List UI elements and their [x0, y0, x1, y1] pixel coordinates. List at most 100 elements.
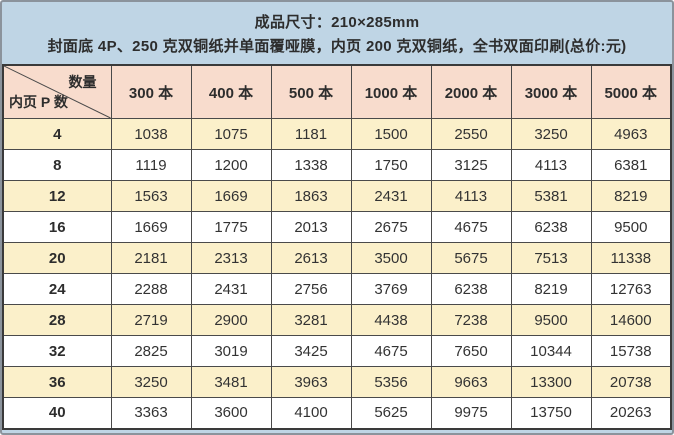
price-cell: 2675	[350, 211, 432, 243]
price-cell: 8219	[590, 180, 672, 212]
column-header-400: 400 本	[190, 64, 272, 119]
table-row: 28 2719 2900 3281 4438 7238 9500 14600	[2, 304, 672, 336]
price-cell: 6381	[590, 149, 672, 181]
price-cell: 14600	[590, 304, 672, 336]
price-cell: 2900	[190, 304, 272, 336]
price-cell: 3963	[270, 366, 352, 398]
price-cell: 7650	[430, 335, 512, 367]
column-header-3000: 3000 本	[510, 64, 592, 119]
pages-cell: 12	[2, 180, 112, 212]
price-cell: 3250	[110, 366, 192, 398]
price-cell: 4438	[350, 304, 432, 336]
price-cell: 1338	[270, 149, 352, 181]
price-cell: 1500	[350, 118, 432, 150]
price-cell: 2431	[190, 273, 272, 305]
price-cell: 4675	[430, 211, 512, 243]
price-cell: 1669	[110, 211, 192, 243]
price-cell: 3481	[190, 366, 272, 398]
price-cell: 9663	[430, 366, 512, 398]
table-row: 24 2288 2431 2756 3769 6238 8219 12763	[2, 273, 672, 305]
price-cell: 3769	[350, 273, 432, 305]
table-row: 36 3250 3481 3963 5356 9663 13300 20738	[2, 366, 672, 398]
column-header-300: 300 本	[110, 64, 192, 119]
price-cell: 3363	[110, 397, 192, 429]
price-cell: 9975	[430, 397, 512, 429]
price-cell: 1038	[110, 118, 192, 150]
price-cell: 11338	[590, 242, 672, 274]
price-cell: 13750	[510, 397, 592, 429]
column-header-1000: 1000 本	[350, 64, 432, 119]
pages-cell: 8	[2, 149, 112, 181]
pricing-table: 数量 内页 P 数 300 本 400 本 500 本 1000 本 2000 …	[2, 64, 672, 430]
price-cell: 2288	[110, 273, 192, 305]
price-cell: 9500	[590, 211, 672, 243]
price-cell: 7238	[430, 304, 512, 336]
corner-header-cell: 数量 内页 P 数	[2, 64, 112, 119]
price-cell: 3500	[350, 242, 432, 274]
pages-cell: 24	[2, 273, 112, 305]
price-cell: 2756	[270, 273, 352, 305]
price-cell: 2313	[190, 242, 272, 274]
pages-cell: 36	[2, 366, 112, 398]
table-row: 20 2181 2313 2613 3500 5675 7513 11338	[2, 242, 672, 274]
price-cell: 5381	[510, 180, 592, 212]
price-cell: 3600	[190, 397, 272, 429]
price-cell: 4675	[350, 335, 432, 367]
price-cell: 2825	[110, 335, 192, 367]
price-cell: 4100	[270, 397, 352, 429]
table-row: 12 1563 1669 1863 2431 4113 5381 8219	[2, 180, 672, 212]
price-cell: 1863	[270, 180, 352, 212]
price-cell: 2013	[270, 211, 352, 243]
price-cell: 2550	[430, 118, 512, 150]
price-cell: 1669	[190, 180, 272, 212]
price-cell: 15738	[590, 335, 672, 367]
spec-note: 成品尺寸：210×285mm 封面底 4P、250 克双铜纸并单面覆哑膜，内页 …	[2, 2, 672, 64]
price-cell: 3250	[510, 118, 592, 150]
finished-size-text: 成品尺寸：210×285mm	[254, 13, 420, 31]
price-cell: 2719	[110, 304, 192, 336]
price-cell: 3125	[430, 149, 512, 181]
diagonal-divider-line	[4, 66, 111, 118]
price-cell: 2431	[350, 180, 432, 212]
price-cell: 3425	[270, 335, 352, 367]
column-header-2000: 2000 本	[430, 64, 512, 119]
price-cell: 5675	[430, 242, 512, 274]
price-cell: 10344	[510, 335, 592, 367]
price-cell: 4963	[590, 118, 672, 150]
price-cell: 1075	[190, 118, 272, 150]
pages-cell: 16	[2, 211, 112, 243]
pages-cell: 40	[2, 397, 112, 429]
price-cell: 3281	[270, 304, 352, 336]
price-cell: 3019	[190, 335, 272, 367]
price-cell: 12763	[590, 273, 672, 305]
price-cell: 1119	[110, 149, 192, 181]
pages-cell: 20	[2, 242, 112, 274]
price-cell: 6238	[430, 273, 512, 305]
pages-cell: 32	[2, 335, 112, 367]
price-cell: 1563	[110, 180, 192, 212]
price-cell: 2613	[270, 242, 352, 274]
pages-cell: 28	[2, 304, 112, 336]
table-row: 8 1119 1200 1338 1750 3125 4113 6381	[2, 149, 672, 181]
price-cell: 1775	[190, 211, 272, 243]
paper-spec-text: 封面底 4P、250 克双铜纸并单面覆哑膜，内页 200 克双铜纸，全书双面印刷…	[47, 37, 627, 55]
pages-cell: 4	[2, 118, 112, 150]
price-cell: 20738	[590, 366, 672, 398]
price-cell: 9500	[510, 304, 592, 336]
column-header-5000: 5000 本	[590, 64, 672, 119]
price-cell: 1750	[350, 149, 432, 181]
price-cell: 13300	[510, 366, 592, 398]
table-row: 40 3363 3600 4100 5625 9975 13750 20263	[2, 397, 672, 429]
price-cell: 1181	[270, 118, 352, 150]
price-cell: 2181	[110, 242, 192, 274]
table-header-row: 数量 内页 P 数 300 本 400 本 500 本 1000 本 2000 …	[2, 64, 672, 119]
price-cell: 7513	[510, 242, 592, 274]
price-cell: 1200	[190, 149, 272, 181]
price-cell: 6238	[510, 211, 592, 243]
price-cell: 5356	[350, 366, 432, 398]
price-cell: 8219	[510, 273, 592, 305]
table-row: 4 1038 1075 1181 1500 2550 3250 4963	[2, 118, 672, 150]
table-row: 16 1669 1775 2013 2675 4675 6238 9500	[2, 211, 672, 243]
pages-axis-label: 内页 P 数	[9, 94, 68, 110]
